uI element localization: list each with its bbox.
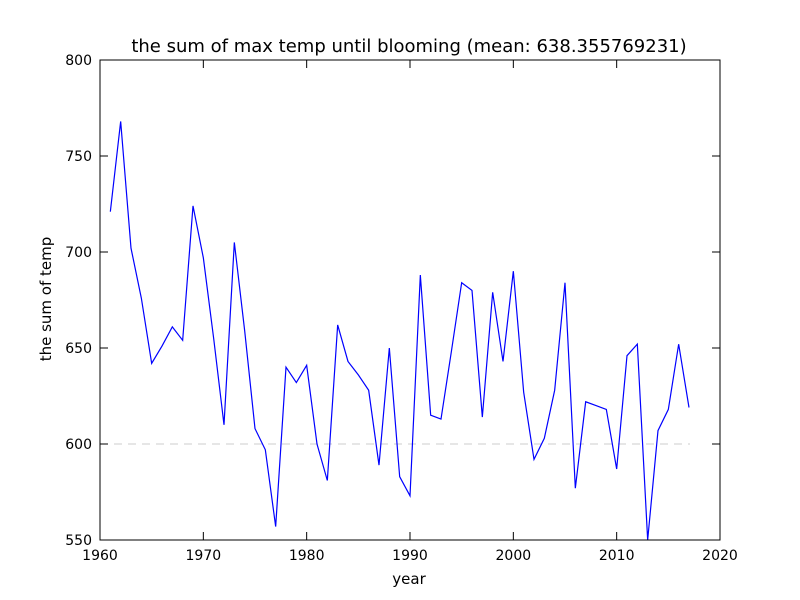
x-tick-label: 2020 [702, 548, 738, 564]
y-axis-label: the sum of temp [37, 237, 55, 362]
x-tick-label: 1970 [186, 548, 222, 564]
y-tick-label: 800 [65, 53, 92, 69]
series-line [109, 121, 690, 541]
x-tick-label: 1990 [392, 548, 428, 564]
plot-frame [99, 59, 721, 541]
y-tick-label: 650 [65, 341, 92, 357]
chart-title: the sum of max temp until blooming (mean… [131, 36, 686, 57]
y-tick-label: 550 [65, 533, 92, 549]
plot-area [100, 121, 690, 541]
x-tick-label: 1980 [289, 548, 325, 564]
x-tick-label: 1960 [82, 548, 118, 564]
x-axis-label: year [392, 570, 426, 588]
axes: 1960 1970 1980 1990 2000 2010 2020 550 600 650 700… [65, 53, 738, 564]
x-tick-label: 2010 [599, 548, 635, 564]
y-tick-label: 600 [65, 437, 92, 453]
y-tick-label: 700 [65, 245, 92, 261]
y-tick-label: 750 [65, 149, 92, 165]
x-tick-label: 2000 [496, 548, 532, 564]
